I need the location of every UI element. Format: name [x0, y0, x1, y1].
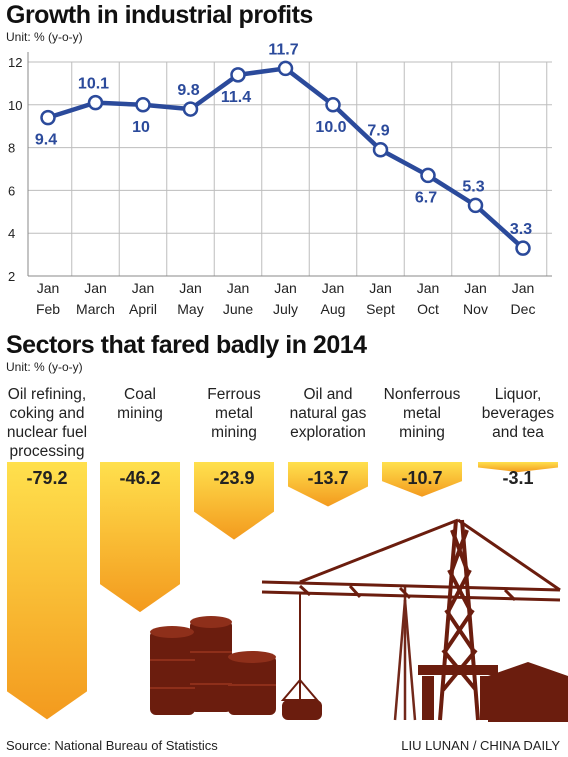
line-chart: 2 4 6 8 10 12 9.4 Jan Feb 10.1 Jan March 10 Jan April 9… — [8, 41, 552, 317]
data-label: 6.7 — [415, 189, 437, 206]
data-point — [135, 97, 151, 113]
bar-value-label: -13.7 — [307, 468, 348, 488]
category-label: processing — [10, 443, 85, 460]
data-point — [325, 97, 341, 113]
category-label: metal — [403, 405, 441, 422]
x-tick-label: Jan — [464, 280, 487, 296]
x-tick-label: April — [129, 301, 157, 317]
data-point — [467, 197, 484, 214]
y-tick-label: 12 — [8, 55, 22, 70]
category-label: Ferrous — [207, 386, 261, 403]
data-point — [87, 94, 104, 111]
x-tick-label: Jan — [179, 280, 202, 296]
data-label: 10 — [132, 119, 150, 136]
category-label: beverages — [482, 405, 555, 422]
source-note: Source: National Bureau of Statistics — [6, 738, 218, 753]
credit-note: LIU LUNAN / CHINA DAILY — [401, 738, 560, 753]
category-label: exploration — [290, 424, 366, 441]
data-label: 10.0 — [315, 119, 346, 136]
data-label: 9.8 — [177, 82, 199, 99]
x-tick-label: Sept — [366, 301, 395, 317]
category-label: mining — [211, 424, 257, 441]
bar — [382, 462, 462, 497]
x-tick-label: Jan — [227, 280, 250, 296]
data-point — [515, 240, 531, 256]
bar — [478, 462, 558, 473]
category-label: nuclear fuel — [7, 424, 87, 441]
data-point — [182, 101, 199, 117]
data-label: 11.4 — [221, 89, 251, 106]
category-label: Liquor, — [495, 386, 542, 403]
x-tick-label: Oct — [417, 301, 439, 317]
bar-chart-title: Sectors that fared badly in 2014 — [6, 331, 367, 359]
x-tick-label: Nov — [463, 301, 488, 317]
x-tick-label: Jan — [84, 280, 107, 296]
x-tick-label: Dec — [511, 301, 536, 317]
x-tick-label: Jan — [274, 280, 297, 296]
y-tick-label: 10 — [8, 98, 22, 113]
bar-value-label: -10.7 — [401, 468, 442, 488]
data-label: 3.3 — [510, 221, 532, 238]
x-tick-label: Aug — [321, 301, 346, 317]
data-point — [277, 60, 294, 77]
y-tick-label: 4 — [8, 226, 15, 241]
data-point — [40, 109, 56, 126]
building-illustration — [488, 662, 568, 722]
y-tick-label: 8 — [8, 141, 15, 156]
y-tick-label: 6 — [8, 183, 15, 198]
line-chart-unit: Unit: % (y-o-y) — [6, 30, 83, 44]
category-label: Oil refining, — [8, 386, 86, 403]
x-tick-label: Jan — [132, 280, 155, 296]
x-tick-label: Jan — [369, 280, 392, 296]
data-label: 11.7 — [268, 41, 298, 58]
x-tick-label: Feb — [36, 301, 60, 317]
category-label: coking and — [10, 405, 85, 422]
bar-value-label: -79.2 — [26, 468, 67, 488]
data-point — [230, 67, 246, 83]
x-tick-label: Jan — [37, 280, 60, 296]
x-tick-label: March — [76, 301, 115, 317]
bar — [288, 462, 368, 507]
bar-value-label: -46.2 — [119, 468, 160, 488]
x-tick-label: Jan — [512, 280, 535, 296]
line-chart-title: Growth in industrial profits — [6, 1, 313, 29]
bar — [100, 462, 180, 613]
bar — [7, 462, 87, 720]
crane-illustration — [261, 518, 561, 721]
category-label: mining — [399, 424, 445, 441]
bar — [194, 462, 274, 540]
y-tick-label: 2 — [8, 269, 15, 284]
x-tick-label: Jan — [322, 280, 345, 296]
category-label: mining — [117, 405, 163, 422]
data-label: 7.9 — [367, 123, 389, 140]
data-point — [372, 141, 389, 158]
data-point — [420, 167, 436, 184]
x-tick-label: July — [273, 301, 298, 317]
bar-value-label: -23.9 — [213, 468, 254, 488]
x-tick-label: May — [177, 301, 203, 317]
category-label: Oil and — [303, 386, 352, 403]
x-tick-label: Jan — [417, 280, 440, 296]
category-label: natural gas — [290, 405, 367, 422]
category-label: Nonferrous — [384, 386, 461, 403]
bar-value-label: -3.1 — [502, 468, 533, 488]
data-label: 5.3 — [462, 178, 484, 195]
data-label: 9.4 — [35, 132, 57, 149]
category-label: metal — [215, 405, 253, 422]
data-label: 10.1 — [78, 76, 109, 93]
oil-barrels-illustration — [150, 616, 276, 715]
x-tick-label: June — [223, 301, 254, 317]
category-label: and tea — [492, 424, 544, 441]
category-label: Coal — [124, 386, 156, 403]
bar-chart-unit: Unit: % (y-o-y) — [6, 360, 83, 374]
